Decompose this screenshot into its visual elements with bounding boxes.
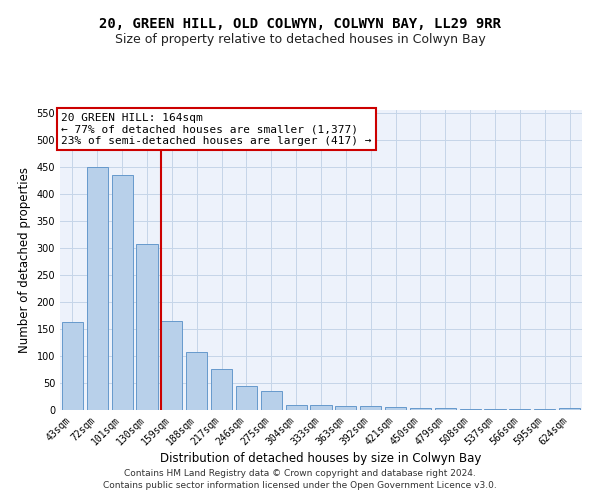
Bar (410, 408, 431, 410)
Bar (186, 352, 207, 410)
Text: Contains HM Land Registry data © Crown copyright and database right 2024.: Contains HM Land Registry data © Crown c… (124, 468, 476, 477)
Bar (559, 408, 580, 410)
X-axis label: Distribution of detached houses by size in Colwyn Bay: Distribution of detached houses by size … (160, 452, 482, 466)
Bar (236, 386, 257, 410)
Bar (484, 409, 506, 410)
Bar (87, 167, 108, 410)
Bar (335, 406, 356, 410)
Bar (136, 244, 158, 410)
Bar (62, 322, 83, 410)
Bar (435, 408, 456, 410)
Text: 20, GREEN HILL, OLD COLWYN, COLWYN BAY, LL29 9RR: 20, GREEN HILL, OLD COLWYN, COLWYN BAY, … (99, 18, 501, 32)
Bar (385, 408, 406, 410)
Bar (310, 404, 332, 410)
Bar (460, 409, 481, 410)
Bar (211, 370, 232, 410)
Text: Contains public sector information licensed under the Open Government Licence v3: Contains public sector information licen… (103, 481, 497, 490)
Bar (360, 406, 381, 410)
Bar (161, 321, 182, 410)
Bar (509, 409, 530, 410)
Y-axis label: Number of detached properties: Number of detached properties (18, 167, 31, 353)
Text: 20 GREEN HILL: 164sqm
← 77% of detached houses are smaller (1,377)
23% of semi-d: 20 GREEN HILL: 164sqm ← 77% of detached … (61, 112, 372, 146)
Bar (112, 175, 133, 410)
Bar (261, 391, 282, 410)
Text: Size of property relative to detached houses in Colwyn Bay: Size of property relative to detached ho… (115, 32, 485, 46)
Bar (286, 404, 307, 410)
